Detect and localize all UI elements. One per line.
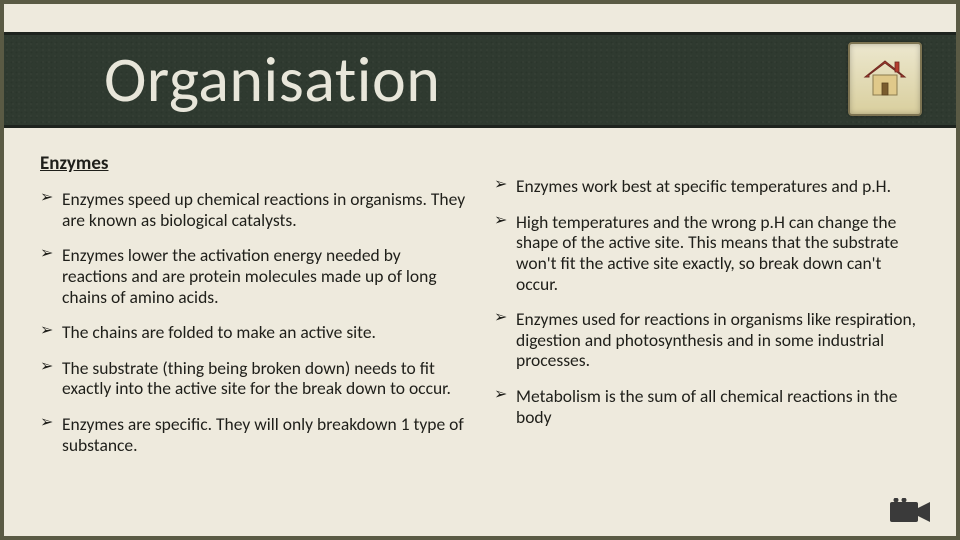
home-icon (861, 55, 909, 103)
section-heading: Enzymes (40, 152, 466, 175)
right-column: Enzymes work best at specific temperatur… (494, 152, 920, 524)
list-item: Enzymes lower the activation energy need… (40, 245, 466, 307)
list-item: The chains are folded to make an active … (40, 322, 466, 343)
content-area: Enzymes Enzymes speed up chemical reacti… (40, 152, 920, 524)
list-item: Enzymes speed up chemical reactions in o… (40, 189, 466, 230)
page-title: Organisation (104, 41, 440, 119)
list-item: The substrate (thing being broken down) … (40, 358, 466, 399)
camera-icon[interactable] (888, 498, 934, 526)
list-item: High temperatures and the wrong p.H can … (494, 212, 920, 295)
home-button[interactable] (848, 42, 922, 116)
list-item: Metabolism is the sum of all chemical re… (494, 386, 920, 427)
list-item: Enzymes work best at specific temperatur… (494, 176, 920, 197)
left-column: Enzymes Enzymes speed up chemical reacti… (40, 152, 466, 524)
title-band: Organisation (4, 32, 956, 128)
list-item: Enzymes are specific. They will only bre… (40, 414, 466, 455)
list-item: Enzymes used for reactions in organisms … (494, 309, 920, 371)
